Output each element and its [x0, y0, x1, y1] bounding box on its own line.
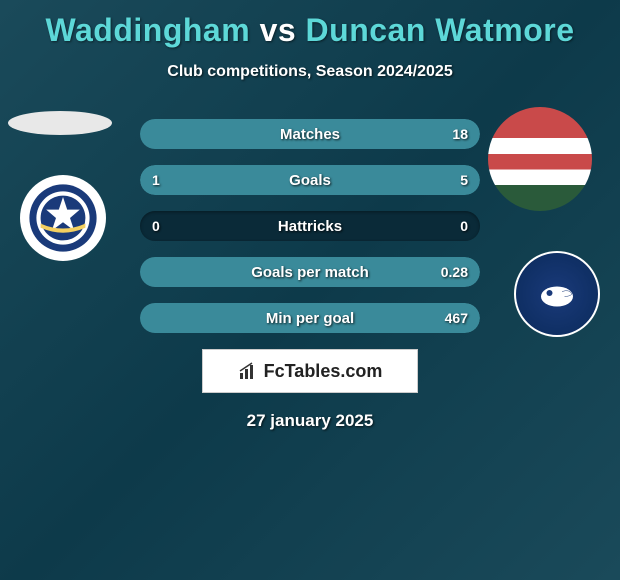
stat-row-matches: Matches 18	[140, 119, 480, 149]
stat-row-goals: 1 Goals 5	[140, 165, 480, 195]
millwall-badge-icon	[532, 269, 582, 319]
player2-name: Duncan Watmore	[306, 12, 575, 48]
portsmouth-badge-icon	[28, 183, 98, 253]
brand-box[interactable]: FcTables.com	[202, 349, 418, 393]
stat-right-value: 0	[460, 211, 468, 241]
vs-text: vs	[260, 12, 297, 48]
stat-row-min-per-goal: Min per goal 467	[140, 303, 480, 333]
brand-text: FcTables.com	[264, 361, 383, 382]
stat-label: Matches	[140, 119, 480, 149]
stat-label: Min per goal	[140, 303, 480, 333]
date-text: 27 january 2025	[0, 411, 620, 431]
player2-club-badge	[514, 251, 600, 337]
stat-row-hattricks: 0 Hattricks 0	[140, 211, 480, 241]
stat-label: Hattricks	[140, 211, 480, 241]
stat-right-value: 5	[460, 165, 468, 195]
stat-right-value: 18	[452, 119, 468, 149]
subtitle: Club competitions, Season 2024/2025	[0, 63, 620, 81]
chart-icon	[238, 361, 258, 381]
content: Matches 18 1 Goals 5 0 Hattricks 0 Goals…	[0, 119, 620, 431]
player1-name: Waddingham	[45, 12, 250, 48]
stat-row-goals-per-match: Goals per match 0.28	[140, 257, 480, 287]
player1-avatar	[8, 111, 112, 135]
player2-avatar	[488, 107, 592, 211]
player1-club-badge	[20, 175, 106, 261]
stat-right-value: 0.28	[441, 257, 468, 287]
stat-label: Goals	[140, 165, 480, 195]
stat-right-value: 467	[445, 303, 468, 333]
stat-label: Goals per match	[140, 257, 480, 287]
comparison-title: Waddingham vs Duncan Watmore	[0, 0, 620, 49]
stat-bars: Matches 18 1 Goals 5 0 Hattricks 0 Goals…	[140, 119, 480, 333]
